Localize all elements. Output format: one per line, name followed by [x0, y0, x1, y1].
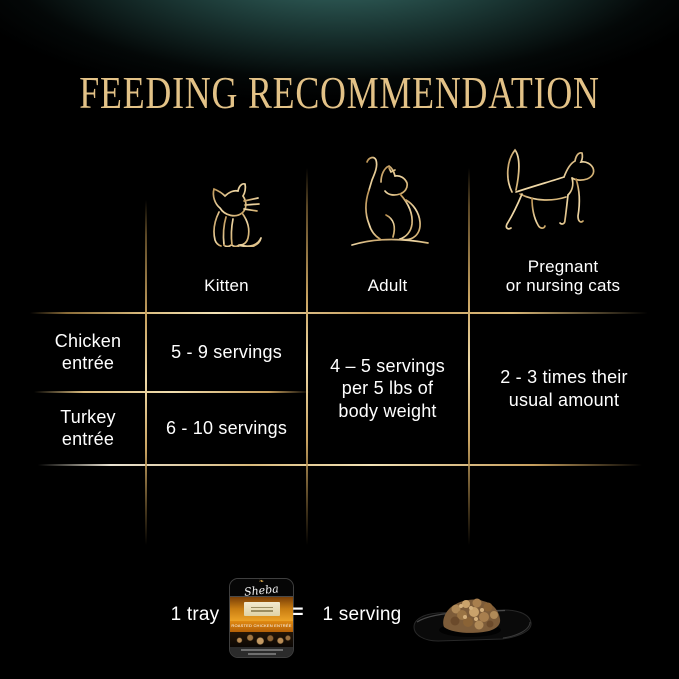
pregnant-cat-icon — [496, 146, 604, 240]
tray-lid-amber — [230, 596, 293, 621]
cell-kitten-chicken: 5 - 9 servings — [171, 341, 282, 362]
table-rule-vertical-3 — [468, 168, 470, 545]
tray-bottom-band — [230, 647, 293, 657]
table-rule-horizontal-middle — [34, 391, 310, 393]
kitten-icon — [197, 181, 263, 247]
tray-sticker — [243, 602, 280, 616]
tray-lid-top: ❧ Sheba — [230, 579, 293, 599]
cell-adult: 4 – 5 servings per 5 lbs of body weight — [330, 355, 445, 421]
equals-sign: = — [292, 602, 304, 623]
tray-food-photo — [230, 632, 293, 647]
adult-cat-icon — [348, 155, 432, 251]
sheba-brand-logo: Sheba — [243, 582, 280, 599]
column-header-kitten: Kitten — [204, 276, 249, 296]
row-label-chicken-entree: Chicken entrée — [54, 330, 122, 374]
table-rule-vertical-1 — [145, 200, 147, 545]
page-title: FEEDING RECOMMENDATION — [79, 67, 600, 118]
gold-leaf-icon: ❧ — [258, 579, 265, 585]
cell-pregnant: 2 - 3 times their usual amount — [500, 367, 628, 410]
column-header-adult: Adult — [367, 276, 408, 296]
column-header-pregnant: Pregnant or nursing cats — [505, 256, 621, 296]
table-rule-horizontal-bottom — [38, 464, 642, 466]
cell-kitten-turkey: 6 - 10 servings — [165, 417, 288, 438]
serving-plate-image — [404, 593, 540, 657]
serving-count-label: 1 serving — [322, 604, 402, 625]
tray-flavor-band: Roasted Chicken Entrée — [230, 621, 293, 632]
sheba-tray-image: ❧ Sheba Roasted Chicken Entrée — [229, 578, 294, 658]
tray-count-label: 1 tray — [170, 604, 220, 625]
table-rule-horizontal-top — [30, 312, 648, 314]
table-rule-vertical-2 — [306, 168, 308, 545]
row-label-turkey-entree: Turkey entrée — [60, 406, 116, 450]
